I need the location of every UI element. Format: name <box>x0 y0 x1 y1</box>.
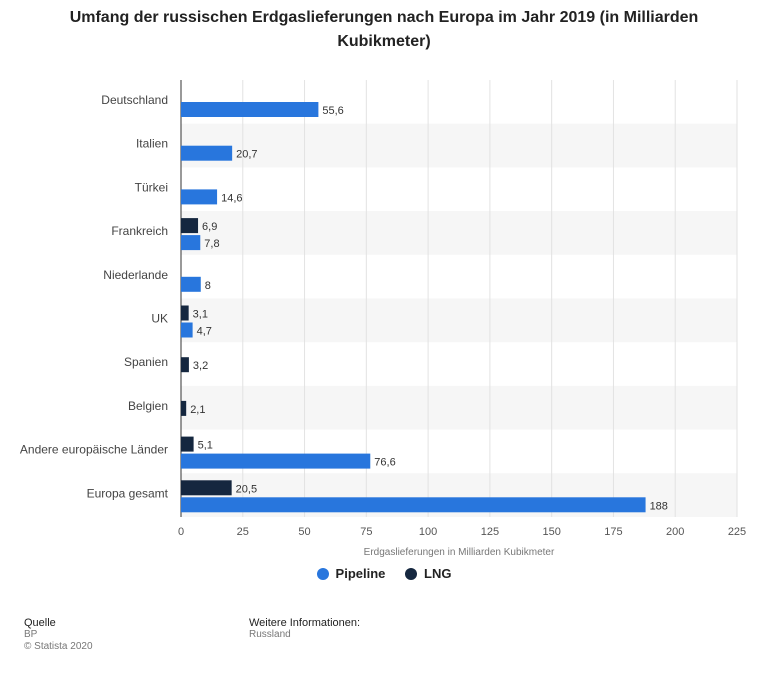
data-label-pipeline: 7,8 <box>204 238 219 250</box>
bar-pipeline[interactable] <box>181 453 371 469</box>
x-tick-label: 225 <box>728 526 746 538</box>
category-label: Andere europäische Länder <box>20 443 168 457</box>
legend-dot-lng <box>405 567 418 580</box>
category-label: Türkei <box>135 180 168 194</box>
category-label: Italien <box>136 137 168 151</box>
data-label-pipeline: 188 <box>650 500 668 512</box>
data-label-lng: 20,5 <box>236 483 257 495</box>
data-label-lng: 3,1 <box>193 309 208 321</box>
data-label-pipeline: 4,7 <box>197 326 212 338</box>
data-label-pipeline: 8 <box>205 280 211 292</box>
row-band <box>181 385 737 430</box>
bar-lng[interactable] <box>181 436 194 452</box>
bar-lng[interactable] <box>181 357 189 373</box>
x-tick-label: 25 <box>237 526 249 538</box>
data-label-lng: 6,9 <box>202 221 217 233</box>
bar-pipeline[interactable] <box>181 276 201 292</box>
category-label: Belgien <box>128 399 168 413</box>
source-name: BP <box>24 629 38 640</box>
bar-lng[interactable] <box>181 480 232 496</box>
copyright: © Statista 2020 <box>24 641 93 652</box>
source-heading: Quelle <box>24 617 56 629</box>
category-label: Deutschland <box>101 93 168 107</box>
data-label-pipeline: 76,6 <box>374 457 395 469</box>
x-tick-label: 125 <box>481 526 499 538</box>
category-label: UK <box>151 312 168 326</box>
legend-item-lng[interactable]: LNG <box>405 566 451 581</box>
data-label-lng: 3,2 <box>193 360 208 372</box>
x-axis-title: Erdgaslieferungen in Milliarden Kubikmet… <box>364 547 555 558</box>
bar-pipeline[interactable] <box>181 102 319 117</box>
bar-chart: 0 25 50 75 100 125 150 175 200 225 Erdgaslieferung… <box>20 80 746 558</box>
data-label-pipeline: 14,6 <box>221 192 242 204</box>
x-tick-label: 100 <box>419 526 437 538</box>
bar-pipeline[interactable] <box>181 145 233 161</box>
x-tick-label: 0 <box>178 526 184 538</box>
source-block: Quelle BP © Statista 2020 <box>24 617 93 653</box>
bar-pipeline[interactable] <box>181 497 646 513</box>
x-tick-label: 75 <box>360 526 372 538</box>
x-tick-label: 175 <box>604 526 622 538</box>
legend-dot-pipeline <box>316 567 329 580</box>
data-label-pipeline: 55,6 <box>322 105 343 117</box>
bar-pipeline[interactable] <box>181 189 218 205</box>
bar-pipeline[interactable] <box>181 235 201 251</box>
category-label: Niederlande <box>103 268 168 282</box>
x-tick-label: 50 <box>298 526 310 538</box>
category-label: Europa gesamt <box>87 486 169 500</box>
x-tick-label: 200 <box>666 526 684 538</box>
x-tick-label: 150 <box>542 526 560 538</box>
info-heading[interactable]: Weitere Informationen: <box>249 617 361 629</box>
category-label: Frankreich <box>111 224 168 238</box>
legend-label-lng: LNG <box>424 566 452 581</box>
bar-lng[interactable] <box>181 218 199 234</box>
category-label: Spanien <box>124 355 168 369</box>
row-band <box>181 211 737 255</box>
data-label-lng: 2,1 <box>190 404 205 416</box>
bar-lng[interactable] <box>181 400 187 416</box>
bar-pipeline[interactable] <box>181 322 193 338</box>
info-region: Russland <box>249 629 291 640</box>
data-label-pipeline: 20,7 <box>236 149 257 161</box>
legend: Pipeline LNG <box>0 566 768 583</box>
info-block: Weitere Informationen: Russland <box>249 617 360 641</box>
legend-label-pipeline: Pipeline <box>335 566 386 581</box>
data-label-lng: 5,1 <box>198 440 213 452</box>
row-band <box>181 123 737 168</box>
chart-title: Umfang der russischen Erdgaslieferungen … <box>69 9 699 50</box>
row-band <box>181 298 737 343</box>
bar-lng[interactable] <box>181 305 189 321</box>
legend-item-pipeline[interactable]: Pipeline <box>316 566 386 581</box>
